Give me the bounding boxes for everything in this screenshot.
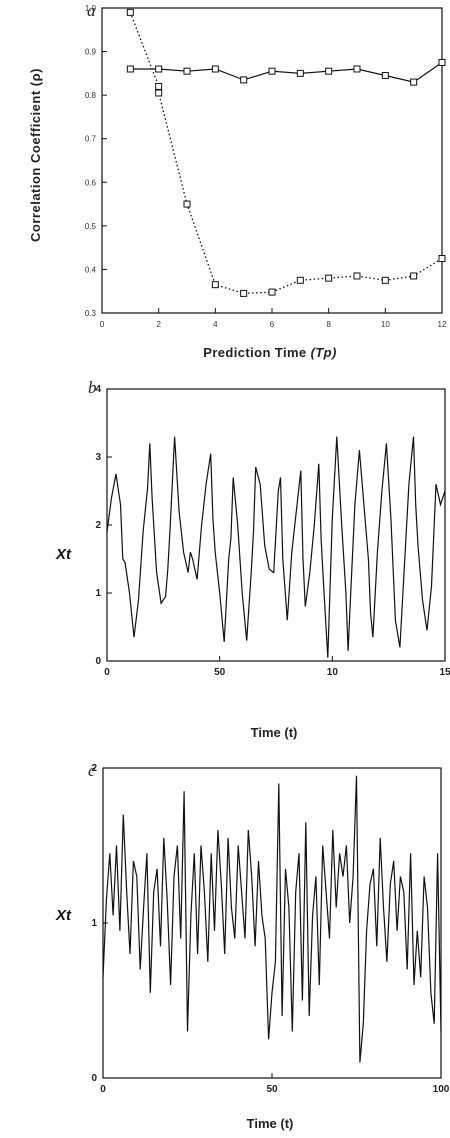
y-tick-label-c: 2: [91, 763, 97, 774]
data-point-a-1: [155, 65, 163, 73]
y-tick-label-a: 1.0: [85, 4, 97, 13]
x-tick-label-b: 0: [104, 667, 110, 678]
data-point-a-2: [211, 281, 219, 289]
x-axis-title-c: Time (t): [247, 1116, 294, 1131]
series-line-c-1: [102, 775, 442, 1063]
data-point-a-2: [183, 200, 191, 208]
data-point-a-1: [410, 78, 418, 86]
x-tick-label-a: 0: [100, 320, 105, 329]
data-point-a-1: [126, 65, 134, 73]
data-point-a-2: [410, 272, 418, 280]
y-tick-label-a: 0.9: [85, 48, 97, 57]
y-tick-label-c: 1: [91, 918, 97, 929]
x-tick-label-a: 12: [438, 320, 447, 329]
x-tick-label-a: 6: [270, 320, 275, 329]
data-point-a-2: [240, 289, 248, 297]
y-tick-label-a: 0.3: [85, 309, 97, 318]
x-tick-label-b: 10: [327, 667, 339, 678]
series-line-a-1: [130, 62, 443, 83]
data-point-a-1: [296, 69, 304, 77]
series-line-a-2: [129, 12, 443, 295]
plot-area-c: 0 1 2 0 50 100: [91, 763, 449, 1095]
data-point-a-2: [155, 82, 163, 90]
y-tick-label-b: 3: [95, 452, 101, 463]
data-point-a-2: [325, 274, 333, 282]
y-tick-label-a: 0.4: [85, 265, 97, 274]
data-point-a-1: [211, 65, 219, 73]
y-tick-label-a: 0.7: [85, 135, 97, 144]
data-point-a-1: [353, 65, 361, 73]
y-tick-label-b: 0: [95, 656, 101, 667]
x-tick-label-c: 100: [433, 1084, 450, 1095]
chart-a: a Correlation Coefficient (ρ) 0.30.40.50…: [28, 1, 447, 360]
x-tick-label-b: 15: [439, 667, 450, 678]
data-point-a-1: [325, 67, 333, 75]
data-point-a-2: [296, 276, 304, 284]
y-tick-label-a: 0.8: [85, 91, 97, 100]
data-point-a-2: [353, 272, 361, 280]
y-axis-title-b: Xt: [55, 546, 72, 563]
x-axis-title-a-symbol: (Tp): [311, 345, 337, 360]
x-tick-label-a: 4: [213, 320, 218, 329]
y-tick-label-a: 0.6: [85, 178, 97, 187]
y-tick-label-b: 4: [95, 384, 101, 395]
x-tick-label-a: 10: [381, 320, 390, 329]
data-point-a-2: [268, 288, 276, 296]
data-point-a-1: [381, 72, 389, 80]
x-tick-label-a: 8: [326, 320, 331, 329]
chart-c: c Xt 0 1 2 0 50 100 Time (t): [55, 761, 450, 1131]
y-axis-title-a: Correlation Coefficient (ρ): [28, 68, 43, 242]
data-point-a-2: [126, 8, 134, 16]
plot-frame-c: [102, 767, 442, 1079]
y-tick-label-a: 0.5: [85, 222, 97, 231]
y-tick-label-b: 1: [95, 588, 101, 599]
y-axis-title-c: Xt: [55, 907, 72, 924]
y-tick-label-c: 0: [91, 1073, 97, 1084]
series-line-b-1: [106, 436, 446, 658]
y-tick-label-b: 2: [95, 520, 101, 531]
x-axis-title-b: Time (t): [251, 725, 298, 740]
data-point-a-1: [438, 58, 446, 66]
plot-frame-a: [101, 7, 443, 314]
data-point-a-1: [240, 76, 248, 84]
plot-area-b: 0 1 2 3 4 0 50 10 15: [95, 384, 450, 678]
x-axis-title-a-text: Prediction Time: [203, 345, 306, 360]
x-tick-label-c: 0: [100, 1084, 106, 1095]
panel-letter-c: c: [88, 761, 96, 780]
x-axis-title-a: Prediction Time (Tp): [203, 345, 336, 360]
chart-b: b Xt 0 1 2 3 4 0 50 10 15 Time (t): [55, 378, 450, 740]
x-tick-label-a: 2: [156, 320, 161, 329]
data-point-a-2: [381, 276, 389, 284]
data-point-a-2: [438, 255, 446, 263]
data-point-a-1: [183, 67, 191, 75]
plot-area-a: 0.3 0.4 0.5 0.6 0.7 0.8 0.9 1.0 0 2 4 6 8 10 12: [85, 4, 447, 329]
panel-letter-a: a: [87, 1, 96, 20]
data-point-a-1: [268, 67, 276, 75]
x-tick-label-c: 50: [266, 1084, 278, 1095]
panel-letter-b: b: [88, 378, 97, 397]
x-tick-label-b: 50: [214, 667, 226, 678]
data-point-a-2: [155, 89, 163, 97]
